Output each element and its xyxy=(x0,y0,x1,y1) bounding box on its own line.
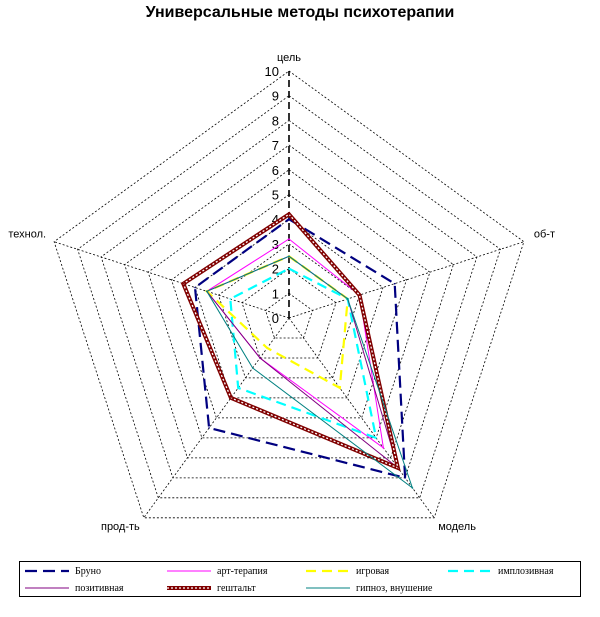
series-point-6-3 xyxy=(251,367,254,369)
tick-label-4: 4 xyxy=(272,212,279,227)
axis-spoke-1 xyxy=(288,241,525,319)
legend-item-4: позитивная xyxy=(24,580,124,596)
series-point-5-4 xyxy=(182,282,185,285)
series-point-1-0 xyxy=(288,238,290,240)
grid-ring-3 xyxy=(218,243,360,379)
legend-label-1: арт-терапия xyxy=(217,565,268,577)
series-point-5-1 xyxy=(358,294,361,296)
legend-label-3: имплозивная xyxy=(498,565,554,577)
series-point-3-2 xyxy=(375,437,377,439)
legend-label-0: Бруно xyxy=(75,565,101,577)
tick-label-7: 7 xyxy=(272,138,279,153)
tick-label-2: 2 xyxy=(272,262,279,277)
grid-ring-10 xyxy=(53,70,525,519)
legend-item-2: игровая xyxy=(305,563,389,579)
axis-label-4: технол. xyxy=(8,229,46,241)
legend-label-2: игровая xyxy=(356,565,390,577)
legend-swatch-6 xyxy=(306,587,350,589)
series-3 xyxy=(229,267,378,440)
legend-item-3: имплозивная xyxy=(447,563,553,579)
legend-label-6: гипноз, внушение xyxy=(356,582,433,594)
series-line-6 xyxy=(206,255,414,490)
series-point-6-4 xyxy=(206,290,208,293)
legend-label-5: гештальт xyxy=(217,582,256,594)
series-point-5-0 xyxy=(288,213,290,216)
legend-swatch-5 xyxy=(167,586,211,590)
series-point-0-0 xyxy=(288,218,290,220)
tick-label-5: 5 xyxy=(272,188,279,203)
legend-swatch-1 xyxy=(167,570,211,572)
series-point-3-4 xyxy=(229,298,232,300)
series-point-6-1 xyxy=(346,298,349,300)
grid-ring-2 xyxy=(241,268,337,359)
tick-labels: 0 1 2 3 4 5 6 7 8 9 10 xyxy=(265,64,279,326)
series-layer xyxy=(180,211,414,490)
series-point-0-1 xyxy=(393,282,396,285)
series-point-0-3 xyxy=(208,427,210,429)
chart-title: Универсальные методы психотерапии xyxy=(145,4,455,21)
tick-label-8: 8 xyxy=(272,113,279,128)
grid-ring-1 xyxy=(265,292,313,339)
series-line-0 xyxy=(193,217,407,480)
legend-label-4: позитивная xyxy=(75,582,124,594)
series-point-0-4 xyxy=(194,286,196,289)
grid-ring-6 xyxy=(147,169,431,439)
series-point-2-2 xyxy=(339,387,341,389)
radar-chart: 0 1 2 3 4 5 6 7 8 9 10 цель об-т модель прод-ть технол… xyxy=(8,52,555,533)
series-line-inner-5 xyxy=(182,213,399,469)
legend-item-5: гештальт xyxy=(166,580,256,596)
series-1 xyxy=(206,238,385,450)
series-6 xyxy=(206,255,414,490)
series-line-1 xyxy=(206,238,385,450)
tick-label-1: 1 xyxy=(272,286,279,301)
axis-spoke-4 xyxy=(53,241,290,319)
tick-label-6: 6 xyxy=(272,163,279,178)
series-0 xyxy=(193,217,407,480)
legend-swatch-4 xyxy=(25,587,69,589)
series-point-5-3 xyxy=(230,397,232,399)
legend-item-1: арт-терапия xyxy=(166,563,267,579)
series-point-3-0 xyxy=(288,267,290,270)
series-point-6-2 xyxy=(411,487,414,489)
series-point-3-3 xyxy=(237,387,239,389)
axis-label-1: об-т xyxy=(534,229,555,241)
legend-swatch-2 xyxy=(306,569,350,573)
series-point-0-2 xyxy=(404,477,406,479)
axis-spoke-2 xyxy=(288,317,435,519)
grid-ring-5 xyxy=(171,194,407,419)
series-point-1-2 xyxy=(382,447,385,449)
tick-label-0: 0 xyxy=(272,311,279,326)
series-5 xyxy=(180,211,401,472)
axis-label-3: прод-ть xyxy=(101,521,140,533)
axis-labels: цель об-т модель прод-ть технол. xyxy=(8,52,555,533)
grid-ring-4 xyxy=(194,218,384,399)
legend-item-0: Бруно xyxy=(24,563,101,579)
grid-ring-9 xyxy=(77,95,501,499)
tick-label-10: 10 xyxy=(265,64,279,79)
series-point-2-3 xyxy=(266,347,269,349)
series-point-4-3 xyxy=(259,357,261,359)
legend-swatch-0 xyxy=(25,569,69,573)
legend: Бруно арт-терапия игровая имплозивная позити… xyxy=(19,561,581,597)
grid-ring-8 xyxy=(100,119,478,479)
legend-swatch-3 xyxy=(448,569,492,573)
grid-ring-7 xyxy=(124,144,454,459)
axis-lines xyxy=(53,71,525,519)
tick-label-9: 9 xyxy=(272,89,279,104)
series-point-6-0 xyxy=(288,255,290,258)
axis-label-2: модель xyxy=(438,521,476,533)
axis-label-0: цель xyxy=(277,52,301,64)
legend-item-6: гипноз, внушение xyxy=(305,580,432,596)
tick-label-3: 3 xyxy=(272,237,279,252)
series-point-5-2 xyxy=(397,467,399,469)
axis-spoke-3 xyxy=(143,317,290,519)
series-line-3 xyxy=(229,267,378,440)
radar-grid xyxy=(53,70,525,519)
